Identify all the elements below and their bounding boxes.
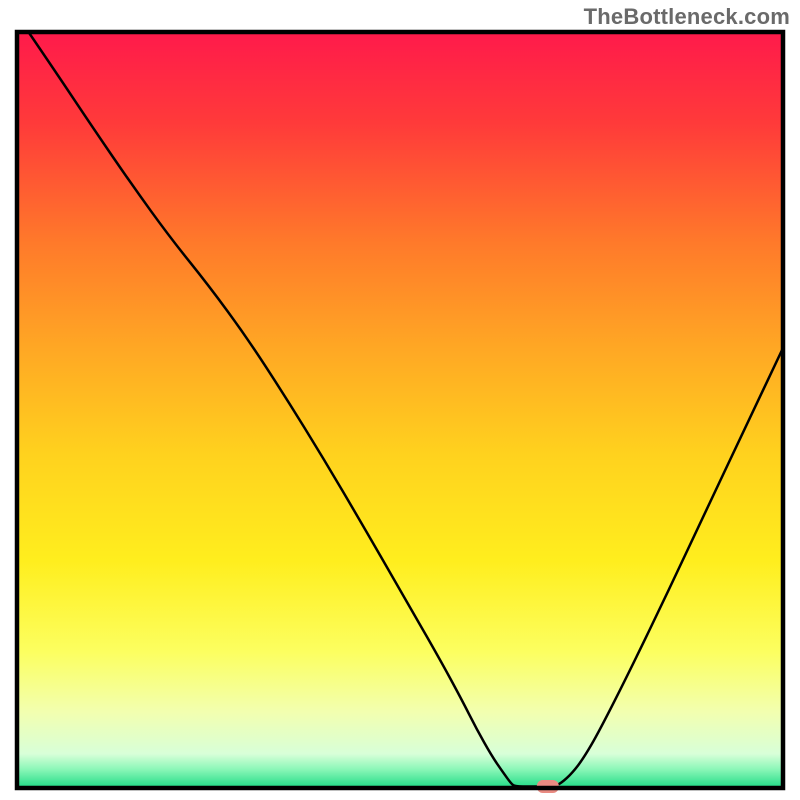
watermark-text: TheBottleneck.com bbox=[584, 4, 790, 30]
gradient-background bbox=[17, 32, 783, 788]
chart-container: { "watermark": { "text": "TheBottleneck.… bbox=[0, 0, 800, 800]
bottleneck-chart bbox=[0, 0, 800, 800]
